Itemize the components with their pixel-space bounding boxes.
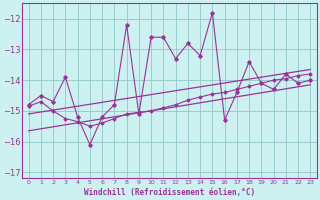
X-axis label: Windchill (Refroidissement éolien,°C): Windchill (Refroidissement éolien,°C): [84, 188, 255, 197]
